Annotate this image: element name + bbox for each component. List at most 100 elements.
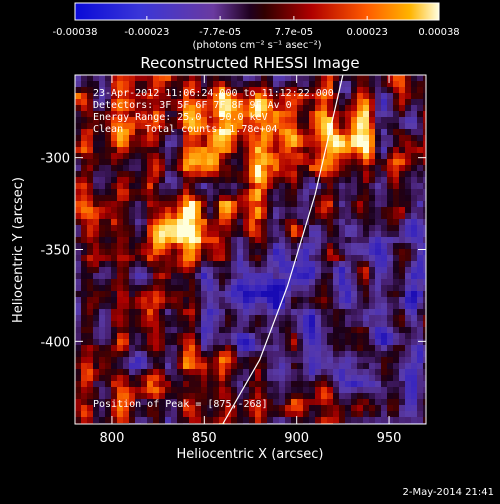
heatmap-cell [81,81,88,88]
heatmap-cell [201,105,208,112]
heatmap-cell [363,417,370,424]
heatmap-cell [171,267,178,274]
heatmap-cell [201,183,208,190]
heatmap-cell [225,147,232,154]
heatmap-cell [213,201,220,208]
heatmap-cell [285,87,292,94]
heatmap-cell [129,87,136,94]
heatmap-cell [303,327,310,334]
heatmap-cell [81,123,88,130]
heatmap-cell [411,165,418,172]
heatmap-cell [345,273,352,280]
heatmap-cell [135,339,142,346]
heatmap-cell [363,279,370,286]
heatmap-cell [153,213,160,220]
heatmap-cell [339,123,346,130]
heatmap-cell [363,111,370,118]
heatmap-cell [207,321,214,328]
heatmap-cell [129,273,136,280]
heatmap-cell [273,285,280,292]
heatmap-cell [105,195,112,202]
heatmap-cell [105,105,112,112]
heatmap-cell [153,291,160,298]
heatmap-cell [291,195,298,202]
heatmap-cell [159,339,166,346]
heatmap-cell [207,219,214,226]
heatmap-cell [93,375,100,382]
heatmap-cell [303,339,310,346]
heatmap-cell [219,249,226,256]
heatmap-cell [327,207,334,214]
heatmap-cell [189,81,196,88]
heatmap-cell [393,237,400,244]
heatmap-cell [123,279,130,286]
heatmap-cell [225,297,232,304]
heatmap-cell [135,177,142,184]
heatmap-cell [309,135,316,142]
heatmap-cell [351,147,358,154]
heatmap-cell [405,261,412,268]
heatmap-cell [243,393,250,400]
heatmap-cell [135,261,142,268]
heatmap-cell [399,315,406,322]
heatmap-cell [357,387,364,394]
heatmap-cell [387,171,394,178]
heatmap-cell [189,129,196,136]
heatmap-cell [93,219,100,226]
heatmap-cell [147,219,154,226]
heatmap-cell [201,81,208,88]
heatmap-cell [309,111,316,118]
heatmap-cell [105,123,112,130]
heatmap-cell [363,387,370,394]
heatmap-cell [261,237,268,244]
heatmap-cell [357,255,364,262]
heatmap-cell [303,279,310,286]
heatmap-cell [207,201,214,208]
heatmap-cell [267,405,274,412]
heatmap-cell [213,309,220,316]
heatmap-cell [111,105,118,112]
heatmap-cell [201,165,208,172]
heatmap-cell [315,117,322,124]
heatmap-cell [309,249,316,256]
heatmap-cell [399,417,406,424]
heatmap-cell [237,75,244,82]
heatmap-cell [75,405,82,412]
heatmap-cell [183,135,190,142]
heatmap-cell [351,309,358,316]
heatmap-cell [417,165,424,172]
heatmap-cell [321,123,328,130]
heatmap-cell [357,183,364,190]
heatmap-cell [291,345,298,352]
heatmap-cell [327,261,334,268]
heatmap-cell [255,183,262,190]
heatmap-cell [399,123,406,130]
heatmap-cell [111,351,118,358]
heatmap-cell [351,381,358,388]
heatmap-cell [201,333,208,340]
heatmap-cell [321,159,328,166]
heatmap-cell [237,339,244,346]
heatmap-cell [93,177,100,184]
heatmap-cell [297,237,304,244]
heatmap-cell [285,117,292,124]
heatmap-cell [267,273,274,280]
heatmap-cell [267,195,274,202]
heatmap-cell [369,201,376,208]
heatmap-cell [129,183,136,190]
heatmap-cell [243,195,250,202]
heatmap-cell [273,309,280,316]
heatmap-cell [309,225,316,232]
heatmap-cell [375,195,382,202]
heatmap-cell [261,399,268,406]
heatmap-cell [321,213,328,220]
heatmap-cell [321,177,328,184]
heatmap-cell [279,393,286,400]
heatmap-cell [327,327,334,334]
heatmap-cell [327,291,334,298]
heatmap-cell [375,177,382,184]
heatmap-cell [381,291,388,298]
heatmap-cell [189,327,196,334]
heatmap-cell [345,249,352,256]
heatmap-cell [291,225,298,232]
